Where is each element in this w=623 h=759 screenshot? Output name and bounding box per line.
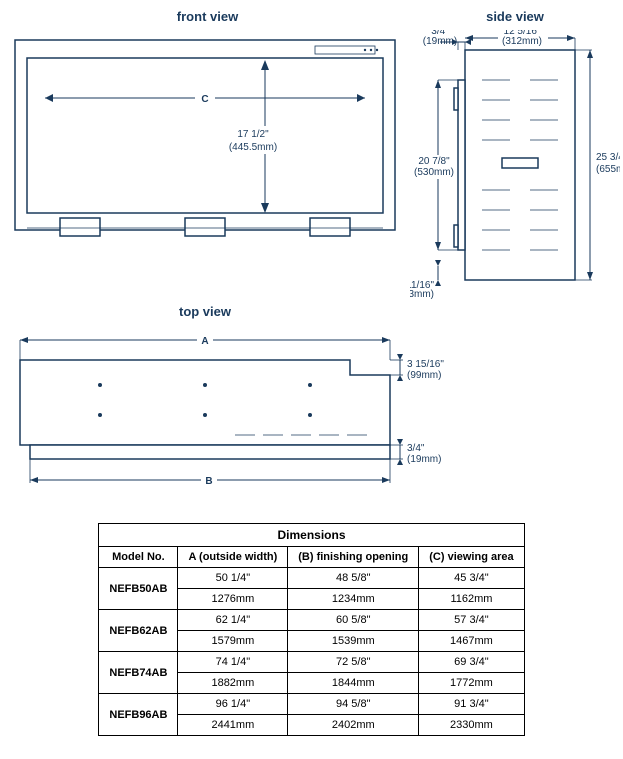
- table-cell: 96 1/4": [178, 694, 288, 715]
- side-mid-mm: (530mm): [414, 167, 454, 178]
- table-cell: 2402mm: [288, 715, 419, 736]
- top-view-title: top view: [5, 304, 405, 319]
- table-cell: 1467mm: [419, 631, 524, 652]
- step-in: 3/4": [407, 443, 425, 454]
- side-height-in: 25 3/4": [596, 152, 620, 163]
- table-title: Dimensions: [99, 524, 524, 547]
- side-top-width-mm: (312mm): [502, 36, 542, 47]
- col-c: (C) viewing area: [419, 547, 524, 568]
- front-height-in: 17 1/2": [237, 129, 269, 140]
- table-cell: 74 1/4": [178, 652, 288, 673]
- table-cell: 1882mm: [178, 673, 288, 694]
- table-cell: 1539mm: [288, 631, 419, 652]
- table-cell: 62 1/4": [178, 610, 288, 631]
- table-cell: 60 5/8": [288, 610, 419, 631]
- side-bot-mm: (43mm): [410, 289, 434, 300]
- table-cell: 1579mm: [178, 631, 288, 652]
- col-a: A (outside width): [178, 547, 288, 568]
- notch-in: 3 15/16": [407, 359, 444, 370]
- step-mm: (19mm): [407, 454, 441, 465]
- table-cell: 1772mm: [419, 673, 524, 694]
- top-view-diagram: A 3 15/16" (99mm): [5, 325, 445, 505]
- table-cell: 69 3/4": [419, 652, 524, 673]
- side-mid-in: 20 7/8": [418, 156, 450, 167]
- table-row-model: NEFB62AB: [99, 610, 178, 652]
- table-row-model: NEFB50AB: [99, 568, 178, 610]
- table-cell: 94 5/8": [288, 694, 419, 715]
- table-cell: 50 1/4": [178, 568, 288, 589]
- table-cell: 1234mm: [288, 589, 419, 610]
- table-row-model: NEFB74AB: [99, 652, 178, 694]
- side-view-title: side view: [410, 9, 620, 24]
- side-top-left-mm: (19mm): [423, 36, 457, 47]
- table-cell: 72 5/8": [288, 652, 419, 673]
- col-model: Model No.: [99, 547, 178, 568]
- dim-b-label: B: [205, 476, 212, 487]
- side-height-mm: (655mm): [596, 164, 620, 175]
- table-cell: 1162mm: [419, 589, 524, 610]
- table-cell: 45 3/4": [419, 568, 524, 589]
- dim-a-label: A: [201, 336, 208, 347]
- side-view-diagram: 3/4" (19mm) 12 5/16" (312mm) 25 3/4": [410, 30, 620, 300]
- dim-c-label: C: [201, 94, 208, 105]
- front-view-diagram: C 17 1/2" (445.5mm): [5, 30, 410, 250]
- front-view-title: front view: [5, 9, 410, 24]
- dimensions-table: Dimensions Model No. A (outside width) (…: [98, 523, 524, 736]
- table-cell: 1276mm: [178, 589, 288, 610]
- table-cell: 1844mm: [288, 673, 419, 694]
- table-cell: 48 5/8": [288, 568, 419, 589]
- notch-mm: (99mm): [407, 370, 441, 381]
- table-cell: 57 3/4": [419, 610, 524, 631]
- table-cell: 2441mm: [178, 715, 288, 736]
- table-cell: 91 3/4": [419, 694, 524, 715]
- col-b: (B) finishing opening: [288, 547, 419, 568]
- table-row-model: NEFB96AB: [99, 694, 178, 736]
- front-height-mm: (445.5mm): [229, 142, 277, 153]
- table-cell: 2330mm: [419, 715, 524, 736]
